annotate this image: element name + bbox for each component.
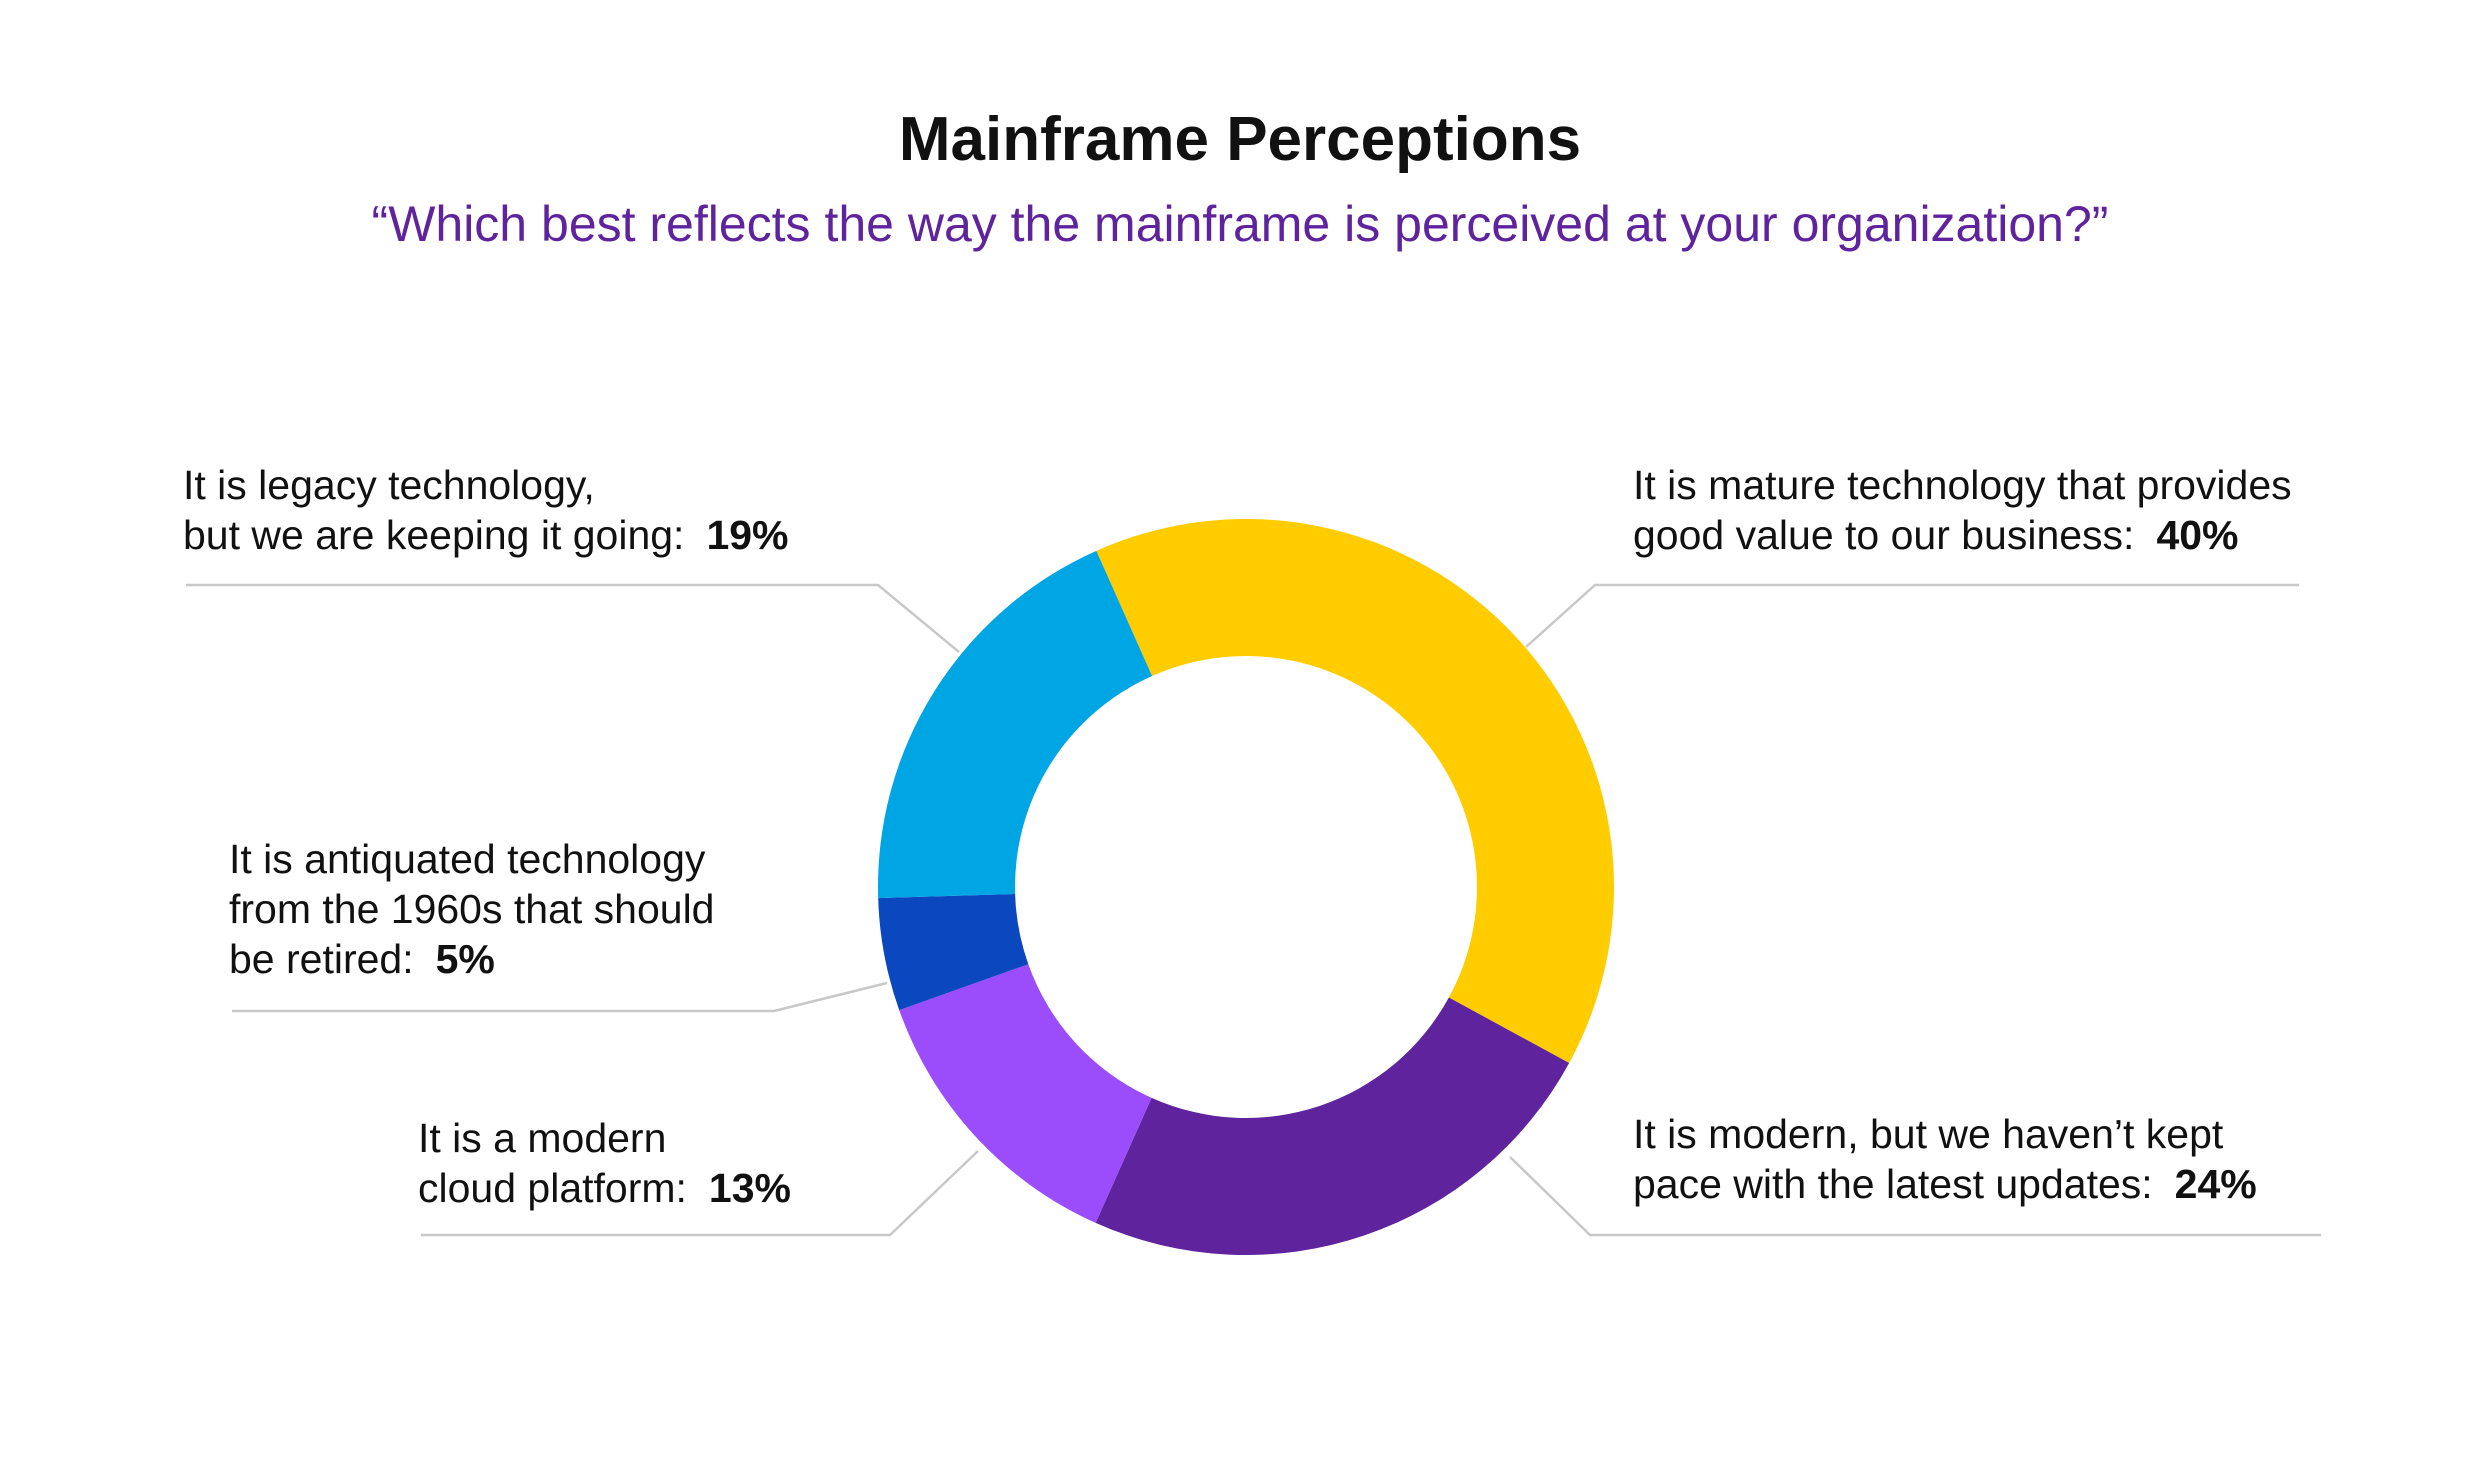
data-label: 13% [708, 1165, 791, 1211]
label-modern-behind: It is modern, but we haven’t kept pace w… [1633, 1109, 2257, 1209]
label-line: It is modern, but we haven’t kept [1633, 1111, 2224, 1157]
data-label: 24% [2174, 1161, 2257, 1207]
label-cloud: It is a modern cloud platform: 13% [418, 1113, 791, 1213]
donut-slice-2 [899, 964, 1152, 1223]
leader-lines [186, 583, 2321, 1237]
leader-line-cloud [421, 1150, 979, 1237]
leader-line-antiquated [232, 981, 888, 1013]
label-line: It is mature technology that provides [1633, 462, 2292, 508]
label-line: be retired: [229, 936, 414, 982]
label-line: cloud platform: [418, 1165, 687, 1211]
donut-slice-4 [878, 550, 1153, 899]
donut-slice-3 [878, 893, 1029, 1011]
chart-subtitle: “Which best reflects the way the mainfra… [371, 196, 2109, 252]
label-line: from the 1960s that should [229, 886, 715, 932]
chart-title: Mainframe Perceptions [898, 105, 1582, 174]
label-line: It is a modern [418, 1115, 667, 1161]
donut-slices [878, 518, 1614, 1255]
donut-slice-1 [1095, 997, 1570, 1255]
leader-line-modern-behind [1509, 1156, 2321, 1237]
label-line: It is legacy technology, [183, 462, 595, 508]
donut-slice-0 [1096, 518, 1614, 1064]
leader-line-legacy [186, 583, 960, 653]
label-line: It is antiquated technology [229, 836, 706, 882]
data-label: 40% [2156, 512, 2239, 558]
label-legacy: It is legacy technology, but we are keep… [183, 460, 789, 560]
label-line: good value to our business: [1633, 512, 2135, 558]
data-label: 5% [435, 936, 495, 982]
leader-line-mature [1525, 583, 2299, 648]
label-mature: It is mature technology that provides go… [1633, 460, 2292, 560]
label-antiquated: It is antiquated technology from the 196… [229, 834, 714, 984]
data-label: 19% [706, 512, 789, 558]
label-line: but we are keeping it going: [183, 512, 685, 558]
label-line: pace with the latest updates: [1633, 1161, 2153, 1207]
